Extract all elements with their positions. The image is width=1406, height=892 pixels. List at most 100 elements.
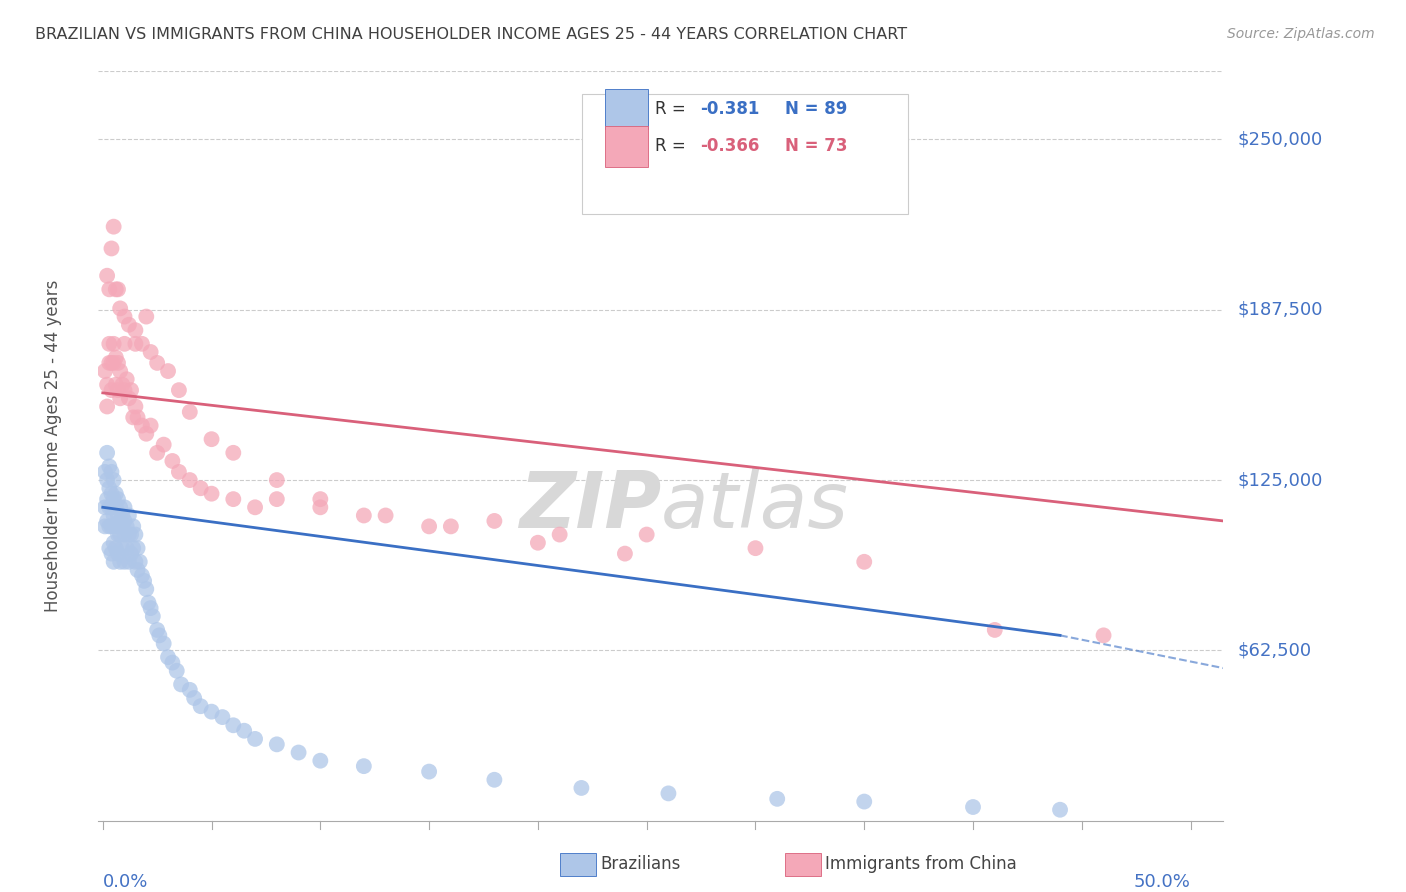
- Point: [170, 677, 193, 691]
- FancyBboxPatch shape: [582, 94, 908, 214]
- Text: -0.366: -0.366: [700, 137, 759, 155]
- Point: [108, 514, 131, 528]
- Point: [211, 710, 233, 724]
- Point: [162, 656, 184, 670]
- Point: [138, 596, 160, 610]
- Text: Householder Income Ages 25 - 44 years: Householder Income Ages 25 - 44 years: [45, 280, 62, 612]
- Point: [122, 519, 145, 533]
- Text: 0.0%: 0.0%: [103, 873, 148, 891]
- Text: $125,000: $125,000: [1237, 471, 1323, 489]
- Point: [94, 500, 117, 515]
- Point: [135, 582, 157, 596]
- Point: [527, 535, 550, 549]
- Point: [115, 541, 138, 556]
- Point: [222, 492, 245, 507]
- Point: [179, 473, 201, 487]
- Point: [120, 383, 142, 397]
- Text: 50.0%: 50.0%: [1133, 873, 1191, 891]
- Point: [135, 310, 157, 324]
- Point: [100, 547, 122, 561]
- Point: [111, 519, 134, 533]
- Point: [139, 345, 162, 359]
- Point: [484, 772, 506, 787]
- Point: [96, 514, 118, 528]
- Point: [243, 500, 266, 515]
- Point: [115, 519, 138, 533]
- Point: [548, 527, 571, 541]
- Text: Immigrants from China: Immigrants from China: [825, 855, 1017, 873]
- Point: [94, 519, 117, 533]
- Point: [243, 731, 266, 746]
- Point: [104, 486, 127, 500]
- Text: -0.381: -0.381: [700, 100, 759, 118]
- Point: [94, 465, 117, 479]
- Point: [114, 514, 136, 528]
- Point: [103, 356, 125, 370]
- Point: [104, 282, 127, 296]
- Point: [114, 527, 136, 541]
- Point: [135, 426, 157, 441]
- Point: [103, 219, 125, 234]
- Point: [108, 527, 131, 541]
- Point: [287, 746, 309, 760]
- Point: [179, 682, 201, 697]
- Point: [146, 356, 169, 370]
- Text: Source: ZipAtlas.com: Source: ZipAtlas.com: [1227, 27, 1375, 41]
- Point: [657, 786, 679, 800]
- Point: [104, 541, 127, 556]
- Point: [167, 465, 190, 479]
- Point: [162, 454, 184, 468]
- Point: [1049, 803, 1071, 817]
- Point: [98, 459, 121, 474]
- Text: $187,500: $187,500: [1237, 301, 1323, 318]
- Point: [146, 446, 169, 460]
- Point: [962, 800, 984, 814]
- Point: [98, 356, 121, 370]
- Point: [100, 465, 122, 479]
- Point: [200, 432, 222, 446]
- Text: $62,500: $62,500: [1237, 641, 1312, 659]
- Point: [266, 492, 288, 507]
- Point: [309, 500, 332, 515]
- Point: [853, 795, 876, 809]
- Point: [984, 623, 1007, 637]
- Point: [104, 377, 127, 392]
- Point: [183, 691, 205, 706]
- Point: [96, 446, 118, 460]
- Point: [96, 377, 118, 392]
- Point: [613, 547, 636, 561]
- Point: [103, 519, 125, 533]
- Point: [166, 664, 188, 678]
- Point: [146, 623, 169, 637]
- Point: [124, 400, 146, 414]
- Point: [190, 699, 212, 714]
- Point: [127, 563, 149, 577]
- Point: [744, 541, 766, 556]
- Point: [104, 351, 127, 365]
- Point: [122, 410, 145, 425]
- Point: [107, 508, 129, 523]
- Point: [100, 500, 122, 515]
- Point: [200, 705, 222, 719]
- Point: [98, 336, 121, 351]
- Point: [222, 446, 245, 460]
- Point: [103, 492, 125, 507]
- Point: [131, 568, 153, 582]
- Point: [190, 481, 212, 495]
- Point: [127, 541, 149, 556]
- Text: N = 73: N = 73: [785, 137, 846, 155]
- Point: [118, 527, 141, 541]
- Point: [103, 336, 125, 351]
- Point: [124, 527, 146, 541]
- Point: [114, 383, 136, 397]
- Point: [222, 718, 245, 732]
- Point: [111, 541, 134, 556]
- Point: [353, 759, 375, 773]
- Point: [127, 410, 149, 425]
- Point: [100, 519, 122, 533]
- Point: [124, 336, 146, 351]
- FancyBboxPatch shape: [605, 88, 648, 129]
- Point: [96, 400, 118, 414]
- Text: ZIP: ZIP: [519, 468, 661, 544]
- Point: [853, 555, 876, 569]
